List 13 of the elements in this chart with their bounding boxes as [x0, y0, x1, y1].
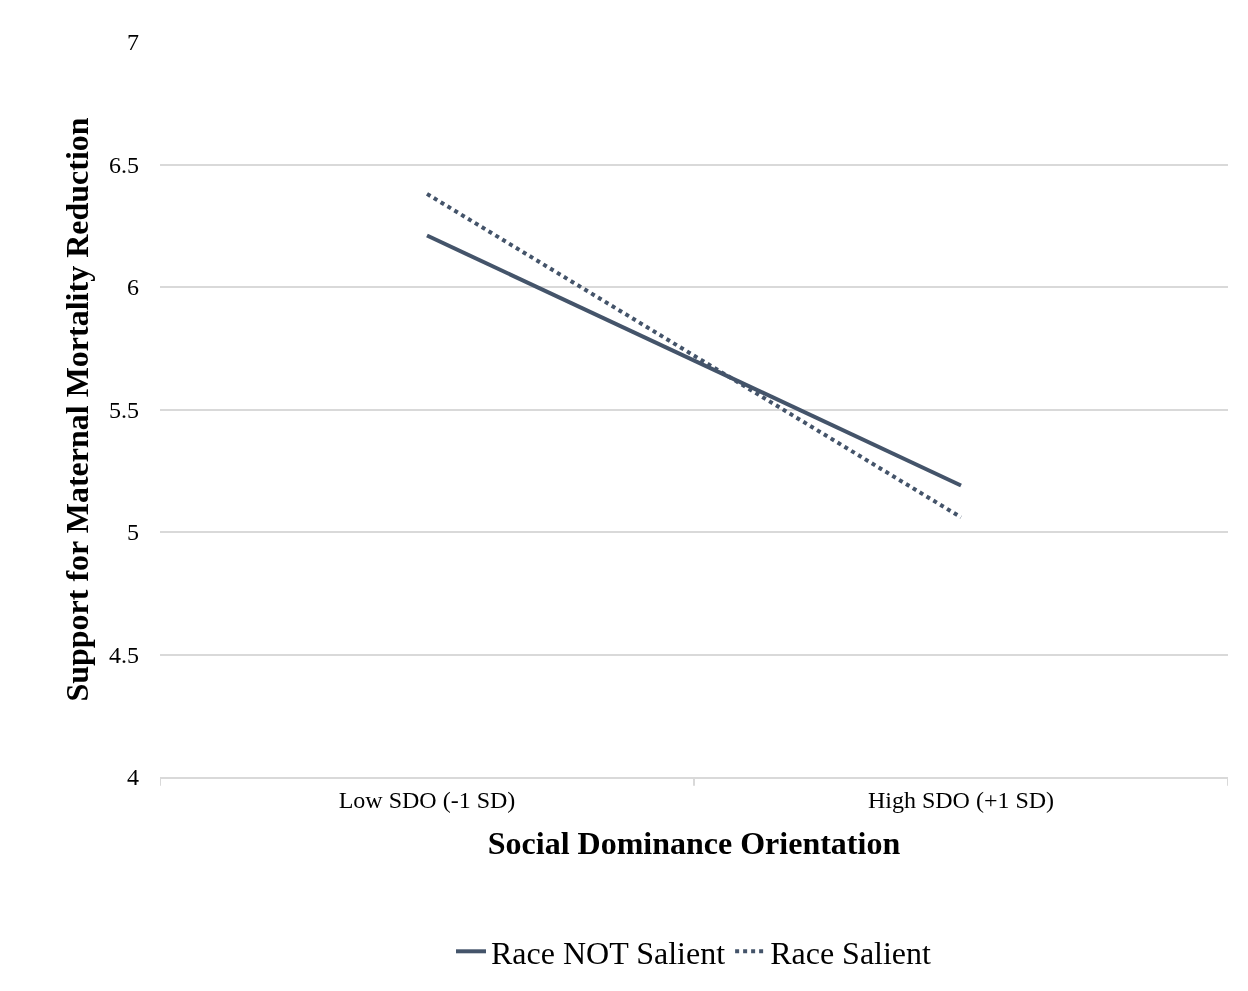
x-tick-label: Low SDO (-1 SD) [338, 786, 516, 813]
x-axis-title: Social Dominance Orientation [487, 825, 901, 862]
x-tick-label: High SDO (+1 SD) [867, 786, 1055, 813]
y-tick-label: 5 [127, 519, 139, 546]
legend-label: Race NOT Salient [491, 934, 726, 971]
y-tick-label: 4 [127, 764, 139, 791]
y-axis-title: Support for Maternal Mortality Reduction [59, 117, 96, 702]
y-tick-label: 6 [127, 274, 139, 301]
y-tick-label: 5.5 [109, 396, 139, 423]
y-tick-label: 6.5 [109, 151, 139, 178]
legend-label: Race Salient [770, 934, 932, 971]
y-tick-label: 7 [127, 29, 139, 56]
y-tick-label: 4.5 [109, 641, 139, 668]
